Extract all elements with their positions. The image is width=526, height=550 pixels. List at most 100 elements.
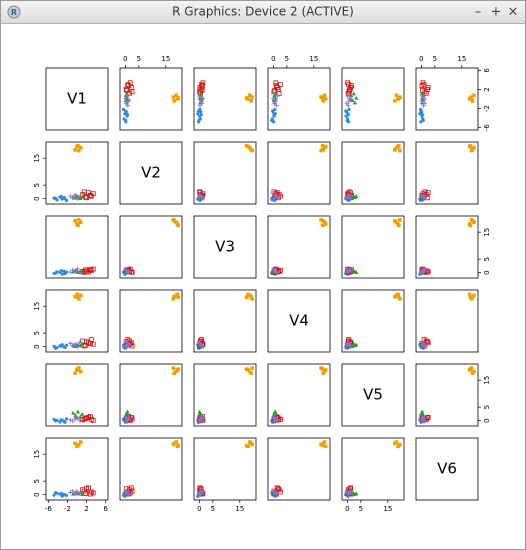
point — [248, 293, 252, 298]
point — [273, 80, 279, 86]
point — [72, 269, 78, 274]
point — [68, 193, 73, 199]
point — [176, 96, 181, 100]
x-tick-label: 5 — [359, 505, 363, 513]
panel — [267, 215, 331, 279]
point — [345, 491, 350, 496]
point — [345, 270, 350, 275]
point — [59, 194, 63, 199]
point — [347, 88, 352, 93]
y-tick-label: 15 — [483, 228, 491, 237]
point — [467, 292, 472, 297]
point — [273, 411, 278, 416]
r-icon-letter: R — [11, 8, 17, 17]
point — [176, 367, 181, 371]
point — [53, 271, 58, 275]
point — [469, 148, 474, 153]
x-tick-label: 0 — [197, 505, 201, 513]
point — [270, 109, 275, 113]
point — [322, 369, 327, 374]
point — [124, 118, 128, 123]
point — [273, 91, 278, 96]
point — [70, 343, 75, 348]
point — [59, 344, 63, 348]
point — [322, 145, 327, 150]
point — [199, 113, 203, 117]
y-tick-label: 15 — [33, 450, 41, 459]
point — [344, 101, 350, 106]
point — [472, 369, 476, 374]
panel — [193, 363, 257, 427]
point — [124, 411, 130, 416]
y-tick-label: 6 — [483, 68, 491, 73]
point — [123, 96, 128, 101]
panel — [267, 141, 331, 205]
point — [171, 366, 176, 370]
y-tick-label: 5 — [483, 257, 491, 261]
point — [90, 417, 96, 423]
point — [472, 293, 476, 298]
panel — [415, 215, 479, 279]
point — [275, 194, 280, 199]
panel — [415, 437, 479, 501]
point — [77, 491, 83, 496]
point — [59, 491, 63, 496]
point — [197, 118, 201, 123]
point — [424, 339, 430, 345]
point — [87, 192, 93, 198]
close-button[interactable]: × — [508, 5, 519, 20]
point — [394, 220, 399, 224]
point — [125, 93, 130, 99]
point — [198, 98, 203, 104]
point — [422, 101, 428, 106]
panel — [45, 363, 109, 427]
point — [68, 341, 73, 346]
point — [174, 440, 179, 444]
point — [472, 145, 476, 150]
point — [199, 193, 204, 198]
panel — [193, 67, 257, 131]
x-tick-label: 5 — [137, 55, 141, 63]
point — [420, 409, 425, 414]
point — [348, 193, 353, 198]
point — [422, 268, 427, 273]
point — [345, 118, 349, 123]
point — [77, 418, 83, 423]
point — [272, 268, 278, 273]
point — [174, 220, 179, 224]
panel — [267, 67, 331, 131]
point — [320, 367, 325, 371]
point — [200, 80, 206, 86]
point — [125, 103, 131, 108]
panel — [267, 363, 331, 427]
point — [75, 409, 81, 414]
point — [275, 491, 280, 496]
point — [422, 415, 427, 420]
point — [126, 98, 132, 104]
point — [275, 93, 280, 99]
point — [68, 269, 73, 275]
point — [347, 107, 351, 112]
point — [68, 417, 73, 422]
point — [60, 272, 64, 276]
point — [244, 295, 249, 300]
point — [397, 143, 401, 148]
point — [64, 417, 69, 421]
minimize-button[interactable]: – — [475, 5, 482, 20]
y-tick-label: 0 — [33, 196, 41, 200]
point — [176, 443, 181, 448]
point — [469, 217, 474, 222]
point — [84, 195, 89, 201]
point — [123, 109, 127, 113]
point — [398, 148, 402, 153]
point — [420, 113, 425, 117]
point — [468, 96, 473, 100]
point — [171, 95, 176, 99]
maximize-button[interactable]: + — [491, 5, 502, 20]
point — [125, 409, 130, 414]
x-tick-label: 15 — [309, 55, 318, 63]
point — [73, 193, 79, 198]
point — [125, 113, 130, 117]
point — [397, 223, 401, 228]
